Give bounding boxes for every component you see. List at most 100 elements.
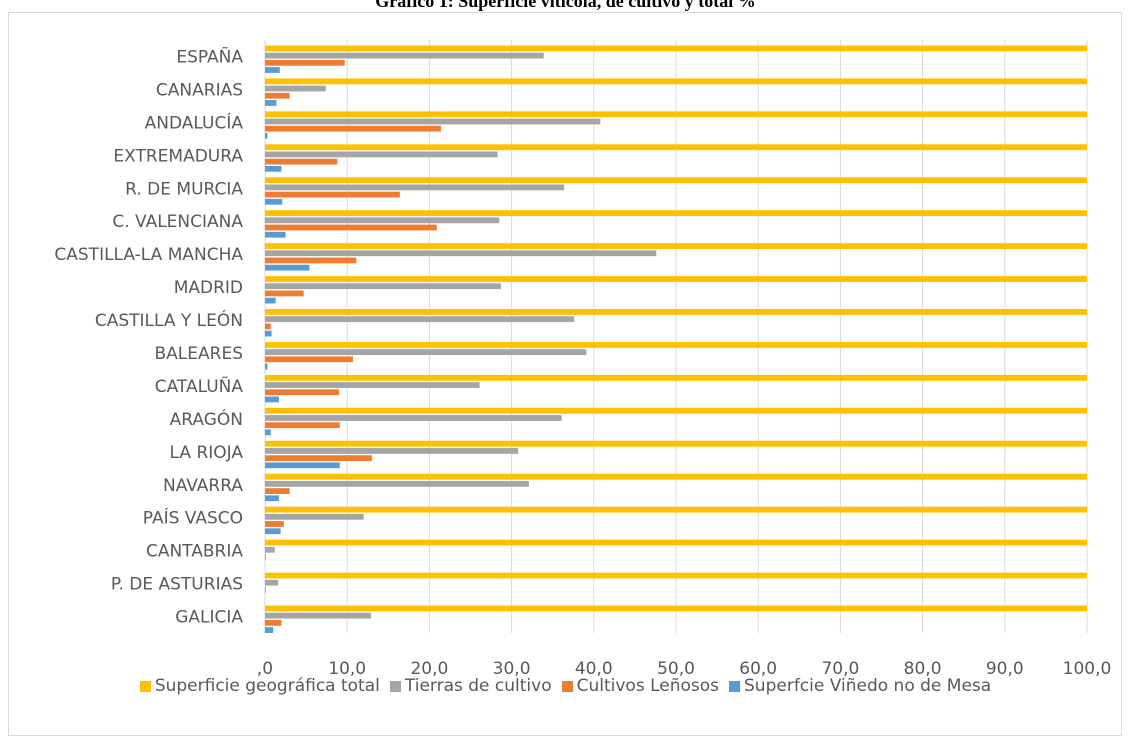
bar [265, 191, 400, 198]
category-label: NAVARRA [163, 476, 243, 496]
bar [265, 342, 1087, 348]
legend-swatch [389, 680, 401, 692]
bar [265, 605, 1087, 612]
bar [265, 257, 357, 264]
bar [265, 52, 544, 59]
bar [265, 243, 1087, 249]
bar [265, 506, 1087, 513]
bar [265, 374, 1087, 381]
bar [265, 455, 372, 462]
bar [265, 290, 304, 297]
bar [265, 572, 1087, 579]
bar [265, 429, 271, 436]
bar [265, 407, 1087, 414]
bar [265, 554, 266, 560]
x-tick-label: 20,0 [410, 659, 448, 679]
x-tick-label: 30,0 [493, 659, 531, 679]
bar [265, 363, 268, 370]
category-label: R. DE MURCIA [125, 179, 243, 199]
category-label: C. VALENCIANA [112, 212, 243, 232]
bar [265, 158, 338, 165]
bar [265, 100, 277, 106]
bar [265, 210, 1087, 217]
category-label: BALEARES [155, 344, 243, 364]
bar [265, 151, 498, 158]
bar [265, 448, 519, 454]
legend-swatch [139, 680, 151, 692]
bar [265, 612, 372, 619]
category-label: ANDALUCÍA [145, 111, 244, 133]
bar [265, 495, 279, 502]
category-label: ARAGÓN [170, 408, 243, 430]
bar [265, 276, 1087, 282]
legend-label: Tierras de cultivo [404, 676, 552, 696]
bar [265, 217, 500, 224]
chart-frame [8, 12, 1122, 736]
bar [265, 462, 340, 469]
legend-item: Cultivos Leñosos [561, 676, 720, 696]
x-tick-label: 60,0 [739, 659, 777, 679]
bar [265, 118, 601, 125]
bar [265, 283, 501, 290]
legend-label: Cultivos Leñosos [576, 676, 720, 696]
bar [265, 323, 271, 330]
bar [265, 488, 290, 494]
category-label: GALICIA [175, 608, 243, 628]
bar [265, 316, 575, 323]
bar [265, 85, 326, 92]
bar [265, 45, 1087, 52]
bar [265, 177, 1087, 184]
bar [265, 198, 283, 205]
legend-label: Superfcie Viñedo no de Mesa [744, 676, 992, 696]
bar [265, 264, 310, 271]
bar [265, 250, 657, 257]
x-tick-label: 50,0 [657, 659, 695, 679]
legend-item: Tierras de cultivo [389, 676, 552, 696]
category-label: CATALUÑA [155, 375, 244, 397]
bar [265, 125, 441, 132]
legend-swatch [729, 680, 741, 692]
category-label: P. DE ASTURIAS [111, 575, 243, 595]
bar [265, 521, 284, 527]
bar [265, 440, 1087, 447]
legend-swatch [561, 680, 573, 692]
bar [265, 473, 1087, 480]
bar [265, 92, 290, 99]
legend-label: Superficie geográfica total [154, 676, 380, 696]
category-label: EXTREMADURA [113, 146, 243, 166]
bar [265, 184, 565, 191]
bar [265, 619, 282, 626]
bar [265, 539, 1087, 546]
bar [265, 144, 1087, 151]
bar [265, 59, 345, 66]
category-label: MADRID [174, 278, 243, 298]
bar [265, 528, 281, 535]
bar [265, 132, 268, 139]
bar [265, 546, 275, 553]
legend-item: Superficie geográfica total [139, 676, 380, 696]
bar [265, 349, 587, 355]
category-label: CASTILLA Y LEÓN [95, 309, 243, 331]
bar [265, 382, 480, 388]
x-tick-label: 40,0 [575, 659, 613, 679]
chart-title: Gráfico 1: Superficie vitícola, de culti… [375, 0, 756, 11]
category-label: LA RIOJA [170, 443, 244, 463]
chart-legend: Superficie geográfica total Tierras de cu… [0, 676, 1131, 696]
x-tick-label: 10,0 [328, 659, 366, 679]
bar [265, 67, 280, 73]
x-tick-label: 70,0 [821, 659, 859, 679]
bar [265, 389, 339, 396]
x-tick-label: ,0 [257, 659, 273, 679]
bar [265, 165, 282, 172]
bar [265, 396, 279, 403]
bar [265, 356, 353, 363]
category-label: CANTABRIA [146, 542, 243, 562]
category-label: PAÍS VASCO [143, 507, 243, 529]
bar [265, 415, 562, 421]
bar [265, 309, 1087, 315]
legend-item: Superfcie Viñedo no de Mesa [729, 676, 991, 696]
x-tick-label: 100,0 [1063, 659, 1112, 679]
bar [265, 627, 274, 633]
bar [265, 480, 529, 487]
category-label: CANARIAS [156, 80, 243, 100]
